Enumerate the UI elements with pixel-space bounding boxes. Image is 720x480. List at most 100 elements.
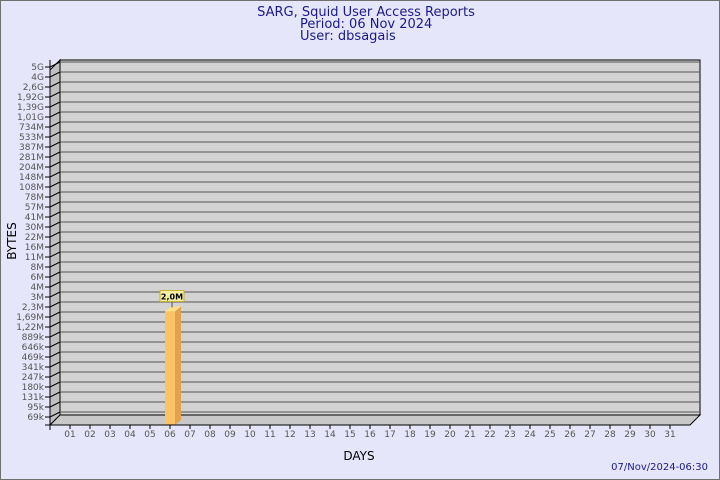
gridline-side (49, 201, 61, 208)
y-tick-label: 180k (22, 383, 45, 393)
gridline-side (49, 211, 61, 218)
x-tick-label: 10 (244, 430, 256, 440)
x-tick-label: 13 (304, 430, 315, 440)
gridline-side (49, 151, 61, 158)
y-tick-label: 2,6G (23, 83, 44, 93)
x-tick-label: 02 (84, 430, 95, 440)
plot-floor (48, 414, 702, 426)
gridline-side (49, 251, 61, 258)
x-tick-label: 30 (644, 430, 656, 440)
y-tick-label: 247k (22, 373, 45, 383)
x-tick-label: 14 (324, 430, 336, 440)
x-tick-label: 24 (524, 430, 536, 440)
gridline-side (49, 351, 61, 358)
chart-user: User: dbsagais (300, 29, 396, 44)
y-axis-label: BYTES (5, 222, 19, 259)
y-tick-label: 5G (31, 63, 44, 73)
y-tick-label: 533M (19, 133, 44, 143)
gridline-side (49, 91, 61, 98)
gridline-side (49, 331, 61, 338)
gridline-side (49, 361, 61, 368)
y-tick-label: 387M (19, 143, 44, 153)
y-tick-label: 1,39G (17, 103, 44, 113)
x-tick-label: 28 (604, 430, 616, 440)
y-tick-label: 69k (27, 413, 44, 423)
y-tick-label: 1,01G (17, 113, 44, 123)
gridline-side (49, 231, 61, 238)
y-tick-label: 2,3M (22, 303, 44, 313)
y-tick-label: 4G (31, 73, 44, 83)
y-tick-label: 204M (19, 163, 44, 173)
generated-timestamp: 07/Nov/2024-06:30 (611, 462, 708, 473)
y-tick-label: 131k (22, 393, 45, 403)
gridline-side (49, 111, 61, 118)
chart-period: Period: 06 Nov 2024 (300, 17, 432, 32)
x-tick-label: 11 (264, 430, 275, 440)
gridline-side (49, 71, 61, 78)
gridline-side (49, 381, 61, 388)
gridline-side (49, 141, 61, 148)
gridline-side (49, 101, 61, 108)
y-tick-label: 148M (19, 173, 44, 183)
y-tick-label: 281M (19, 153, 44, 163)
x-tick-label: 20 (444, 430, 456, 440)
y-tick-label: 734M (19, 123, 44, 133)
y-tick-label: 4M (31, 283, 45, 293)
x-tick-label: 29 (624, 430, 636, 440)
gridline-side (49, 171, 61, 178)
gridline-side (49, 341, 61, 348)
gridline-side (49, 241, 61, 248)
y-tick-label: 469k (22, 353, 45, 363)
x-tick-label: 12 (284, 430, 295, 440)
x-tick-label: 03 (104, 430, 115, 440)
x-tick-label: 07 (184, 430, 195, 440)
gridline-side (49, 191, 61, 198)
y-tick-label: 1,92G (17, 93, 44, 103)
gridline-side (49, 181, 61, 188)
x-tick-label: 23 (504, 430, 515, 440)
gridline-side (49, 131, 61, 138)
x-tick-label: 21 (464, 430, 475, 440)
x-tick-label: 17 (384, 430, 395, 440)
y-tick-label: 95k (27, 403, 44, 413)
y-tick-label: 41M (25, 213, 44, 223)
x-tick-label: 25 (544, 430, 555, 440)
gridline-side (49, 161, 61, 168)
y-tick-label: 16M (25, 243, 44, 253)
y-tick-label: 3M (31, 293, 45, 303)
bar-top (165, 306, 181, 312)
x-tick-label: 27 (584, 430, 595, 440)
y-tick-label: 341k (22, 363, 45, 373)
x-tick-label: 06 (164, 430, 176, 440)
gridline-side (49, 81, 61, 88)
x-tick-label: 08 (204, 430, 216, 440)
y-tick-label: 78M (25, 193, 44, 203)
gridline-side (49, 61, 61, 68)
gridline-side (49, 301, 61, 308)
y-tick-label: 22M (25, 233, 44, 243)
x-axis-label: DAYS (343, 449, 374, 463)
gridline-side (49, 391, 61, 398)
x-tick-label: 31 (664, 430, 675, 440)
x-tick-label: 18 (404, 430, 416, 440)
y-tick-label: 30M (25, 223, 44, 233)
x-tick-label: 05 (144, 430, 155, 440)
gridline-side (49, 371, 61, 378)
x-tick-label: 26 (564, 430, 576, 440)
x-tick-label: 01 (64, 430, 75, 440)
gridline-side (49, 281, 61, 288)
chart-title: SARG, Squid User Access Reports (257, 5, 475, 20)
gridline-side (49, 121, 61, 128)
x-tick-label: 19 (424, 430, 436, 440)
y-tick-label: 6M (31, 273, 45, 283)
bar-side (175, 306, 181, 425)
y-tick-label: 1,69M (16, 313, 44, 323)
bar-06 (165, 311, 175, 425)
gridline-side (49, 411, 61, 418)
gridline-side (49, 261, 61, 268)
gridline-side (49, 321, 61, 328)
x-tick-label: 22 (484, 430, 495, 440)
y-tick-label: 646k (22, 343, 45, 353)
y-tick-label: 889k (22, 333, 45, 343)
